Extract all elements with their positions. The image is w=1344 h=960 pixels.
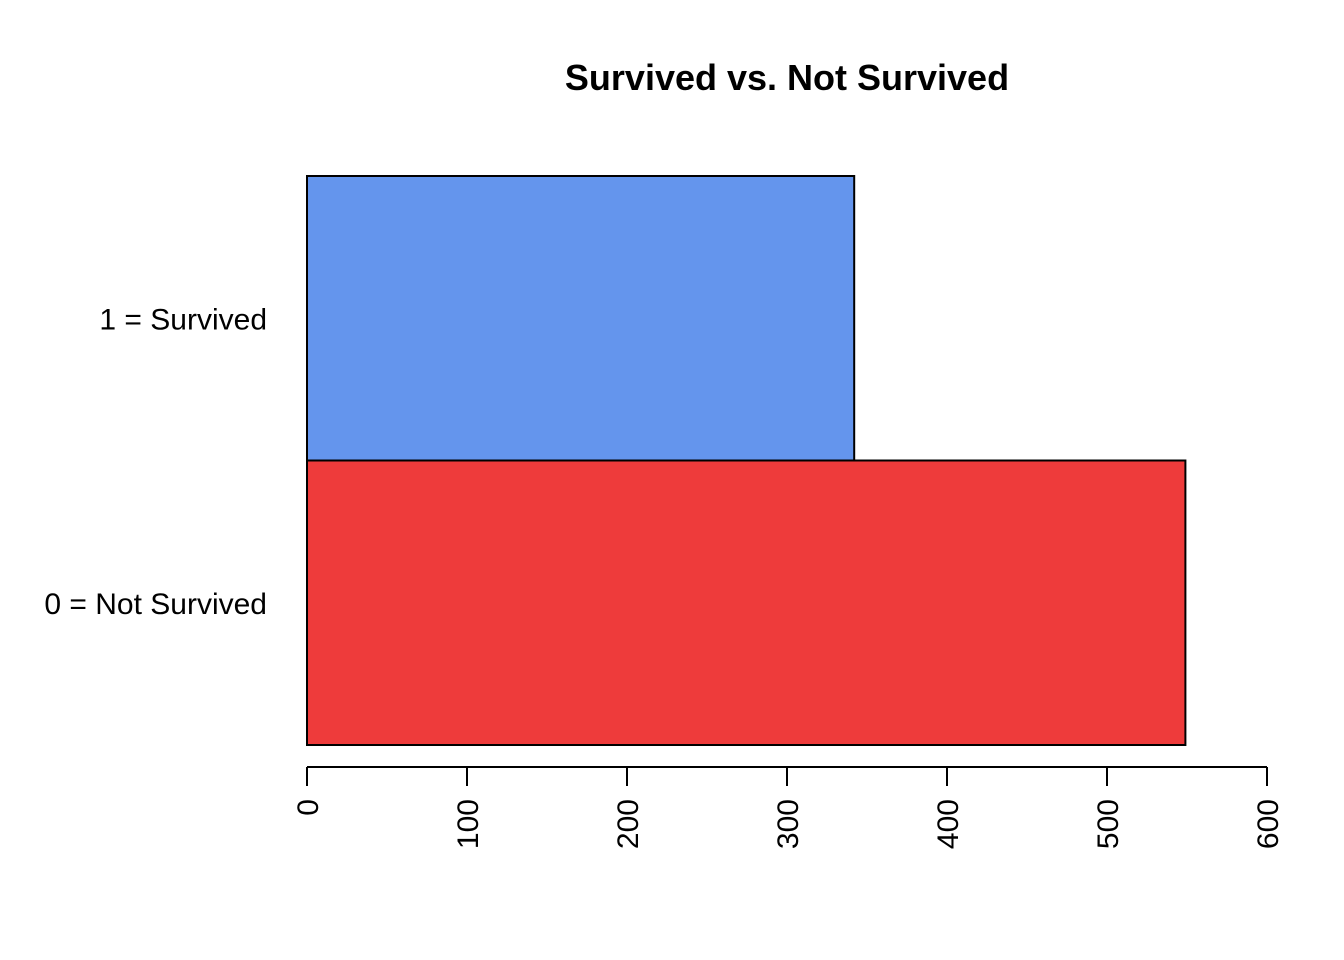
x-tick-label: 300 — [772, 799, 805, 849]
x-tick-label: 200 — [612, 799, 645, 849]
bar-not-survived — [306, 459, 1187, 746]
x-tick-label: 400 — [932, 799, 965, 849]
category-labels: 0 = Not Survived 1 = Survived — [44, 303, 267, 621]
x-tick-label: 600 — [1252, 799, 1285, 849]
x-tick-label: 100 — [452, 799, 485, 849]
x-tick-label: 500 — [1092, 799, 1125, 849]
x-axis: 0 100 200 300 400 500 600 — [292, 766, 1285, 849]
x-tick-label: 0 — [292, 799, 325, 816]
bars-group — [306, 175, 1187, 746]
chart-title: Survived vs. Not Survived — [565, 57, 1009, 98]
category-label-not-survived: 0 = Not Survived — [44, 588, 267, 621]
bar-survived — [306, 175, 856, 462]
category-label-survived: 1 = Survived — [99, 303, 267, 336]
